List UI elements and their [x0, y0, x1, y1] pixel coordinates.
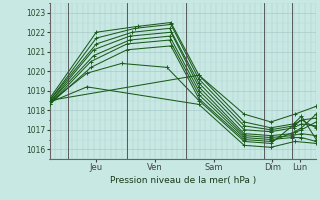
- X-axis label: Pression niveau de la mer( hPa ): Pression niveau de la mer( hPa ): [110, 176, 256, 185]
